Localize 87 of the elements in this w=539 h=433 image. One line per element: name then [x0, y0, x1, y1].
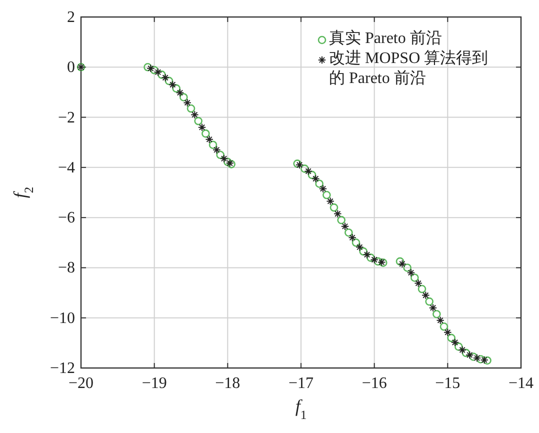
x-tick-label: −17: [288, 375, 314, 392]
x-axis-title: f$_{1}$: [295, 396, 307, 422]
point: [150, 66, 158, 74]
point: [447, 334, 456, 342]
point: [205, 135, 214, 144]
point: [326, 197, 334, 206]
legend-label: 真实 Pareto 前沿: [329, 29, 442, 49]
point: [454, 342, 463, 351]
point: [330, 203, 338, 212]
point: [308, 170, 316, 180]
point: [436, 316, 444, 324]
x-tick-label: −14: [508, 375, 534, 392]
y-tick-label: 0: [67, 59, 75, 76]
legend-label: 改进 MOPSO 算法得到的 Pareto 前沿: [329, 49, 490, 89]
point: [202, 129, 210, 138]
point: [425, 297, 434, 306]
point: [366, 254, 375, 262]
point: [154, 68, 162, 76]
point: [161, 74, 170, 82]
point: [144, 62, 152, 72]
point: [359, 247, 368, 256]
y-tick-label: −8: [58, 260, 75, 277]
point: [180, 93, 188, 102]
point: [183, 98, 192, 107]
point: [172, 84, 180, 93]
point: [304, 167, 312, 176]
point: [406, 268, 416, 277]
point: [295, 160, 304, 170]
point: [458, 346, 466, 354]
y-tick-label: −4: [58, 159, 75, 176]
point: [352, 238, 360, 247]
point: [370, 256, 378, 264]
point: [198, 123, 206, 132]
y-tick-label: −2: [58, 109, 75, 126]
point: [466, 350, 474, 360]
point: [469, 352, 478, 361]
point: [440, 322, 448, 331]
point: [450, 338, 460, 347]
x-tick-label: −16: [362, 375, 387, 392]
point: [337, 216, 346, 224]
point: [158, 70, 166, 79]
point: [428, 304, 438, 312]
point: [315, 180, 324, 188]
point: [362, 250, 372, 259]
point: [396, 257, 404, 266]
point: [168, 80, 177, 89]
point: [462, 348, 470, 358]
x-tick-label: −15: [435, 375, 460, 392]
point: [344, 228, 353, 237]
point: [398, 260, 406, 268]
y-tick-label: −12: [50, 360, 75, 377]
point: [422, 291, 430, 300]
point: [300, 164, 309, 173]
point: [432, 310, 441, 318]
point: [322, 190, 331, 200]
point: [403, 264, 412, 272]
point: [212, 146, 221, 154]
point: [340, 222, 350, 230]
point: [348, 234, 356, 242]
point: [418, 284, 426, 294]
point: [356, 243, 364, 252]
point: [318, 184, 328, 193]
point: [164, 76, 174, 86]
y-tick-label: 2: [67, 9, 75, 26]
point: [208, 140, 218, 150]
x-tick-label: −19: [142, 375, 167, 392]
point: [146, 64, 155, 72]
point: [483, 356, 492, 365]
point: [190, 110, 199, 119]
point: [480, 356, 488, 364]
point: [216, 150, 224, 160]
point: [194, 116, 202, 126]
point: [334, 210, 342, 218]
x-tick-label: −18: [215, 375, 240, 392]
x-tick-label: −20: [68, 375, 94, 392]
point: [444, 328, 452, 336]
point: [293, 160, 302, 168]
y-tick-label: −6: [58, 210, 75, 227]
point: [476, 355, 485, 364]
point: [312, 174, 320, 183]
point: [220, 154, 228, 163]
point: [414, 279, 422, 288]
point: [472, 354, 482, 362]
point: [186, 104, 196, 113]
y-tick-label: −10: [50, 310, 75, 327]
point: [176, 88, 184, 97]
point: [410, 274, 419, 282]
